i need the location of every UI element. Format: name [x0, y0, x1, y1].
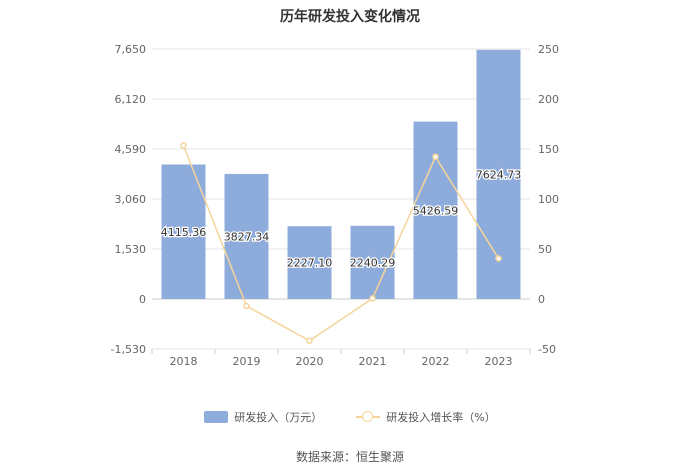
bar-data-label: 7624.73: [476, 168, 522, 181]
growth-point: [306, 337, 313, 345]
y-right-tick-label: 150: [538, 143, 559, 156]
growth-point: [369, 295, 376, 302]
y-left-tick-label: 7,650: [115, 43, 147, 56]
bar-data-label: 3827.34: [224, 230, 270, 243]
y-left-tick-label: 6,120: [115, 93, 147, 106]
bar-data-label: 5426.59: [413, 204, 459, 217]
bar-data-label: 2227.10: [287, 257, 333, 270]
y-right-tick-label: 50: [538, 243, 552, 256]
y-right-tick-label: 200: [538, 93, 559, 106]
source-note: 数据来源：恒生聚源: [295, 450, 404, 464]
legend-bar-swatch: [204, 411, 229, 423]
growth-point: [432, 153, 439, 161]
x-tick-label: 2020: [296, 355, 324, 368]
bar: [287, 226, 332, 299]
x-tick-label: 2021: [359, 355, 387, 368]
legend-item-line[interactable]: 研发投入增长率（%）: [356, 409, 496, 425]
legend-label-bar: 研发投入（万元）: [234, 411, 323, 424]
x-tick-label: 2018: [170, 355, 198, 368]
y-left-tick-label: 1,530: [115, 243, 147, 256]
growth-point: [180, 142, 187, 149]
bar: [350, 225, 395, 299]
legend-label-line: 研发投入增长率（%）: [386, 411, 496, 424]
y-left-tick-label: 4,590: [115, 143, 147, 156]
y-right-tick-label: 0: [538, 293, 545, 306]
chart-title: 历年研发投入变化情况: [280, 9, 420, 25]
y-right-tick-label: 250: [538, 43, 559, 56]
legend-line-swatch: [356, 411, 381, 423]
x-tick-label: 2023: [485, 355, 513, 368]
y-right-tick-label: -50: [538, 343, 556, 356]
growth-point: [495, 255, 502, 262]
bar: [161, 164, 206, 299]
bar-data-label: 2240.29: [350, 256, 396, 269]
bar: [224, 173, 269, 299]
legend: 研发投入（万元） 研发投入增长率（%）: [0, 409, 700, 425]
growth-line: [182, 145, 500, 342]
x-tick-label: 2022: [422, 355, 450, 368]
bar: [413, 121, 458, 299]
growth-point: [243, 302, 250, 310]
x-tick-label: 2019: [233, 355, 261, 368]
y-left-tick-label: -1,530: [111, 343, 146, 356]
bar-data-label: 4115.36: [161, 226, 207, 239]
y-left-tick-label: 0: [139, 293, 146, 306]
legend-item-bar[interactable]: 研发投入（万元）: [204, 409, 322, 425]
y-right-tick-label: 100: [538, 193, 559, 206]
y-left-tick-label: 3,060: [115, 193, 147, 206]
